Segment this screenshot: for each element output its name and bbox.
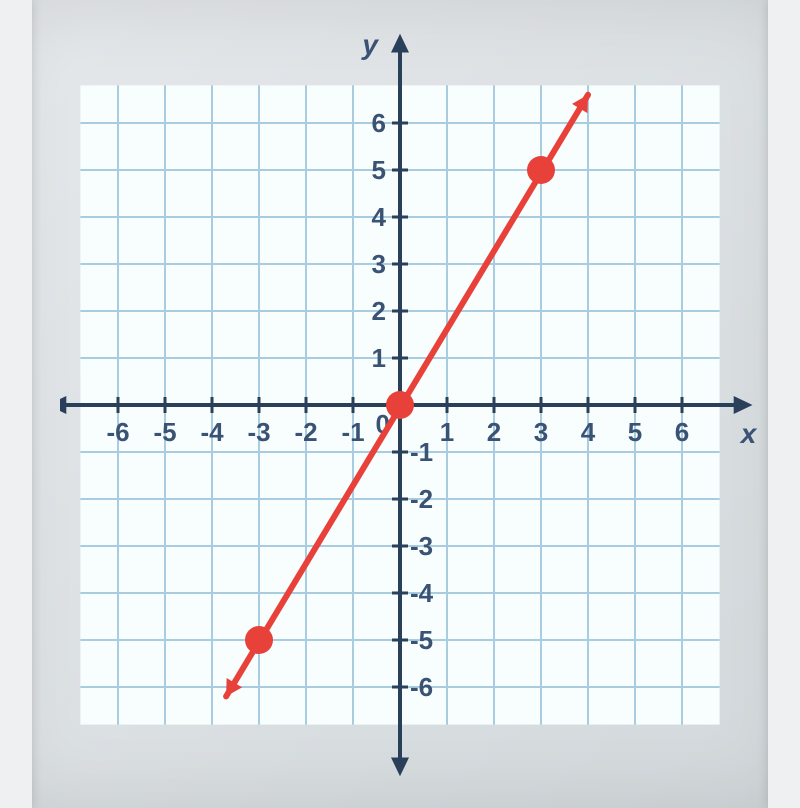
x-axis-arrow-left — [60, 396, 66, 414]
x-tick-label: 5 — [628, 417, 642, 447]
y-axis-arrow-up — [391, 34, 409, 53]
y-tick-label: 2 — [372, 296, 386, 326]
data-point — [527, 156, 555, 184]
right-page-gutter — [768, 0, 800, 808]
y-tick-label: -1 — [410, 437, 433, 467]
x-tick-label: 6 — [675, 417, 689, 447]
x-tick-label: -5 — [153, 417, 176, 447]
x-tick-label: 3 — [534, 417, 548, 447]
y-axis-label: y — [360, 29, 379, 60]
x-tick-label: 2 — [487, 417, 501, 447]
y-tick-label: -6 — [410, 672, 433, 702]
y-tick-label: 4 — [372, 202, 387, 232]
x-tick-label: -6 — [106, 417, 129, 447]
y-tick-label: 5 — [372, 155, 386, 185]
x-axis-label: x — [739, 418, 758, 449]
screenshot-frame: -6-5-4-3-2-1123456-6-5-4-3-2-11234560yx — [0, 0, 800, 808]
y-tick-label: -5 — [410, 625, 433, 655]
x-tick-label: -2 — [294, 417, 317, 447]
y-tick-label: -3 — [410, 531, 433, 561]
y-tick-label: 1 — [372, 343, 386, 373]
y-tick-label: 6 — [372, 108, 386, 138]
y-axis-arrow-down — [391, 758, 409, 777]
y-tick-label: -4 — [410, 578, 434, 608]
graph-container: -6-5-4-3-2-1123456-6-5-4-3-2-11234560yx — [60, 5, 770, 803]
y-tick-label: -2 — [410, 484, 433, 514]
x-axis-arrow-right — [734, 396, 753, 414]
left-page-gutter — [0, 0, 32, 808]
data-point — [386, 391, 414, 419]
x-tick-label: -3 — [247, 417, 270, 447]
x-tick-label: -4 — [200, 417, 224, 447]
line-graph: -6-5-4-3-2-1123456-6-5-4-3-2-11234560yx — [60, 5, 770, 803]
y-tick-label: 3 — [372, 249, 386, 279]
x-tick-label: 1 — [440, 417, 454, 447]
x-tick-label: 4 — [581, 417, 596, 447]
data-point — [245, 626, 273, 654]
x-tick-label: -1 — [341, 417, 364, 447]
